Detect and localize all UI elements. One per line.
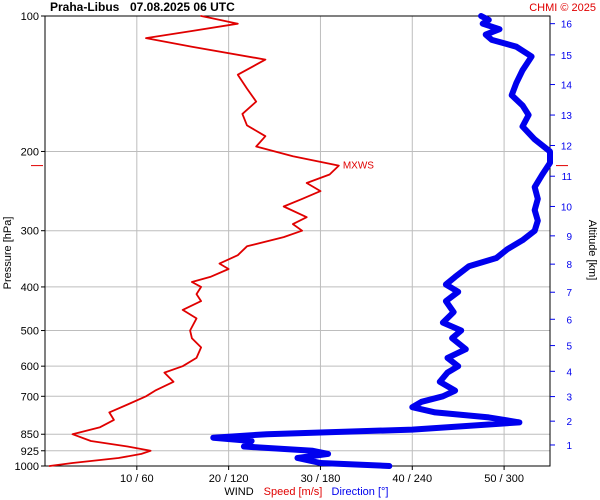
pressure-axis-label: Pressure [hPa]	[2, 217, 14, 290]
altitude-tick-label-4: 4	[566, 367, 572, 378]
wind-axis-label: WIND	[224, 486, 253, 498]
altitude-tick-label-12: 12	[561, 142, 573, 153]
pressure-tick-label-600: 600	[21, 361, 39, 373]
x-tick-label-5: 50 / 300	[484, 473, 524, 485]
datetime-title: 07.08.2025 06 UTC	[130, 0, 235, 14]
altitude-tick-label-5: 5	[566, 342, 572, 353]
altitude-tick-label-1: 1	[566, 441, 572, 452]
pressure-tick-label-400: 400	[21, 282, 39, 294]
altitude-tick-label-9: 9	[566, 232, 572, 243]
altitude-tick-label-11: 11	[562, 172, 573, 183]
x-tick-label-3: 30 / 180	[301, 473, 341, 485]
x-tick-label-1: 10 / 60	[120, 473, 154, 485]
altitude-tick-label-3: 3	[566, 393, 572, 404]
x-tick-label-2: 20 / 120	[209, 473, 249, 485]
altitude-tick-label-8: 8	[566, 260, 572, 271]
altitude-tick-label-7: 7	[566, 288, 572, 299]
speed-line	[48, 15, 340, 467]
direction-axis-label: Direction [°]	[332, 486, 389, 498]
plot-frame	[44, 15, 551, 467]
speed-axis-label: Speed [m/s]	[264, 486, 323, 498]
pressure-tick-label-100: 100	[21, 11, 39, 23]
altitude-tick-label-15: 15	[561, 51, 573, 62]
altitude-tick-label-13: 13	[561, 111, 573, 122]
x-ticks: 10 / 60 20 / 120 30 / 180 40 / 240 50 / 300	[120, 466, 524, 485]
x-tick-label-4: 40 / 240	[392, 473, 432, 485]
mxws-label: MXWS	[343, 161, 374, 172]
pressure-tick-label-500: 500	[21, 326, 39, 338]
pressure-tick-label-700: 700	[21, 391, 39, 403]
pressure-tick-label-925: 925	[21, 446, 39, 458]
direction-line	[210, 13, 553, 469]
pressure-tick-label-300: 300	[21, 226, 39, 238]
altitude-tick-label-10: 10	[561, 202, 573, 213]
altitude-axis-label: Altitude [km]	[586, 220, 598, 281]
pressure-tick-label-200: 200	[21, 146, 39, 158]
grid	[45, 16, 550, 466]
pressure-ticks: 100 200 300 400 500 600 700 850 925 1000	[15, 11, 45, 473]
altitude-tick-label-6: 6	[566, 315, 572, 326]
credit-text: CHMI © 2025	[529, 2, 596, 14]
pressure-tick-label-1000: 1000	[15, 461, 39, 473]
altitude-tick-label-14: 14	[561, 81, 573, 92]
pressure-tick-label-850: 850	[21, 429, 39, 441]
altitude-tick-label-2: 2	[566, 417, 572, 428]
altitude-tick-label-16: 16	[561, 20, 573, 31]
station-title: Praha-Libus	[50, 0, 120, 14]
series-group	[48, 13, 553, 469]
